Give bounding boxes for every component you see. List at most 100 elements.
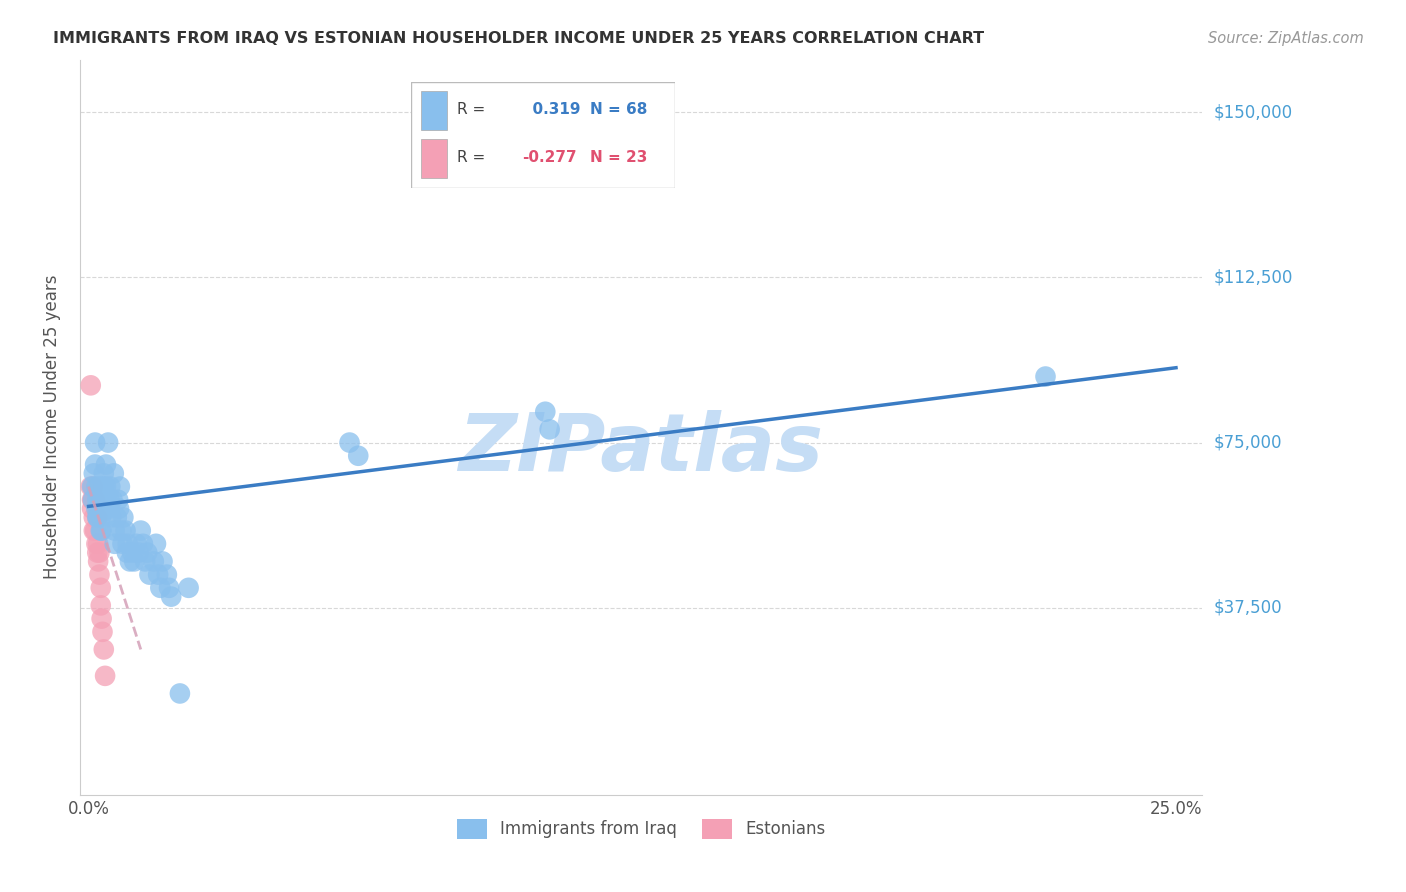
Point <box>89 492 111 507</box>
Point <box>97 435 120 450</box>
Point <box>114 524 136 538</box>
Point <box>86 501 108 516</box>
Point <box>104 537 127 551</box>
Point <box>122 554 145 568</box>
Point <box>90 581 112 595</box>
Point <box>94 458 117 472</box>
Point <box>136 546 159 560</box>
Point <box>90 510 112 524</box>
Y-axis label: Householder Income Under 25 years: Householder Income Under 25 years <box>44 275 60 580</box>
Point <box>87 554 110 568</box>
Point <box>89 479 111 493</box>
Point <box>83 467 105 481</box>
Point <box>86 510 108 524</box>
Point <box>538 422 561 436</box>
Point <box>118 554 141 568</box>
Point <box>104 524 127 538</box>
Text: IMMIGRANTS FROM IRAQ VS ESTONIAN HOUSEHOLDER INCOME UNDER 25 YEARS CORRELATION C: IMMIGRANTS FROM IRAQ VS ESTONIAN HOUSEHO… <box>53 31 984 46</box>
Point <box>98 492 121 507</box>
Point <box>87 501 110 516</box>
Point <box>80 378 103 392</box>
Point <box>80 479 103 493</box>
Text: $112,500: $112,500 <box>1213 268 1292 286</box>
Point <box>84 492 107 507</box>
Point <box>82 492 104 507</box>
Point <box>93 479 115 493</box>
Point <box>93 642 115 657</box>
Point <box>98 479 121 493</box>
Point <box>86 510 108 524</box>
Point <box>80 501 103 516</box>
Point <box>1035 369 1057 384</box>
Point <box>98 501 121 516</box>
Point <box>112 510 135 524</box>
Point <box>94 501 117 516</box>
Point <box>534 405 557 419</box>
Point <box>93 467 115 481</box>
Point <box>84 524 107 538</box>
Point <box>80 492 103 507</box>
Point <box>80 479 103 493</box>
Point <box>90 492 112 507</box>
Point <box>82 492 104 507</box>
Point <box>83 524 105 538</box>
Point <box>152 554 174 568</box>
Point <box>94 669 117 683</box>
Point <box>86 546 108 560</box>
Point <box>177 581 200 595</box>
Point <box>86 479 108 493</box>
Point <box>115 546 138 560</box>
Point <box>110 524 132 538</box>
Point <box>84 435 107 450</box>
Point <box>145 537 167 551</box>
Point <box>91 488 114 502</box>
Point <box>134 554 156 568</box>
Point <box>107 492 129 507</box>
Text: ZIPatlas: ZIPatlas <box>458 410 824 488</box>
Text: $150,000: $150,000 <box>1213 103 1292 121</box>
Point <box>157 581 180 595</box>
Point <box>149 581 172 595</box>
Point <box>90 524 112 538</box>
Point <box>108 479 131 493</box>
Point <box>105 510 128 524</box>
Legend: Immigrants from Iraq, Estonians: Immigrants from Iraq, Estonians <box>450 813 832 846</box>
Point <box>100 510 122 524</box>
Point <box>87 537 110 551</box>
Point <box>111 537 134 551</box>
Point <box>156 567 179 582</box>
Point <box>103 467 125 481</box>
Point <box>108 501 131 516</box>
Point <box>90 612 112 626</box>
Point <box>87 510 110 524</box>
Text: $37,500: $37,500 <box>1213 599 1282 616</box>
Point <box>169 686 191 700</box>
Point <box>146 567 169 582</box>
Point <box>117 537 139 551</box>
Point <box>82 479 104 493</box>
Point <box>339 435 361 450</box>
Point <box>121 546 143 560</box>
Point <box>90 599 112 613</box>
Point <box>91 624 114 639</box>
Point <box>96 492 118 507</box>
Point <box>128 546 150 560</box>
Point <box>160 590 183 604</box>
Point <box>347 449 370 463</box>
Point <box>84 458 107 472</box>
Text: Source: ZipAtlas.com: Source: ZipAtlas.com <box>1208 31 1364 46</box>
Point <box>89 567 111 582</box>
Point <box>86 492 108 507</box>
Point <box>142 554 165 568</box>
Point <box>132 537 155 551</box>
Point <box>129 524 152 538</box>
Point <box>138 567 160 582</box>
Point <box>83 510 105 524</box>
Point <box>89 546 111 560</box>
Point <box>125 537 148 551</box>
Point <box>101 492 124 507</box>
Point <box>94 479 117 493</box>
Point <box>86 537 108 551</box>
Text: $75,000: $75,000 <box>1213 434 1282 451</box>
Point <box>90 524 112 538</box>
